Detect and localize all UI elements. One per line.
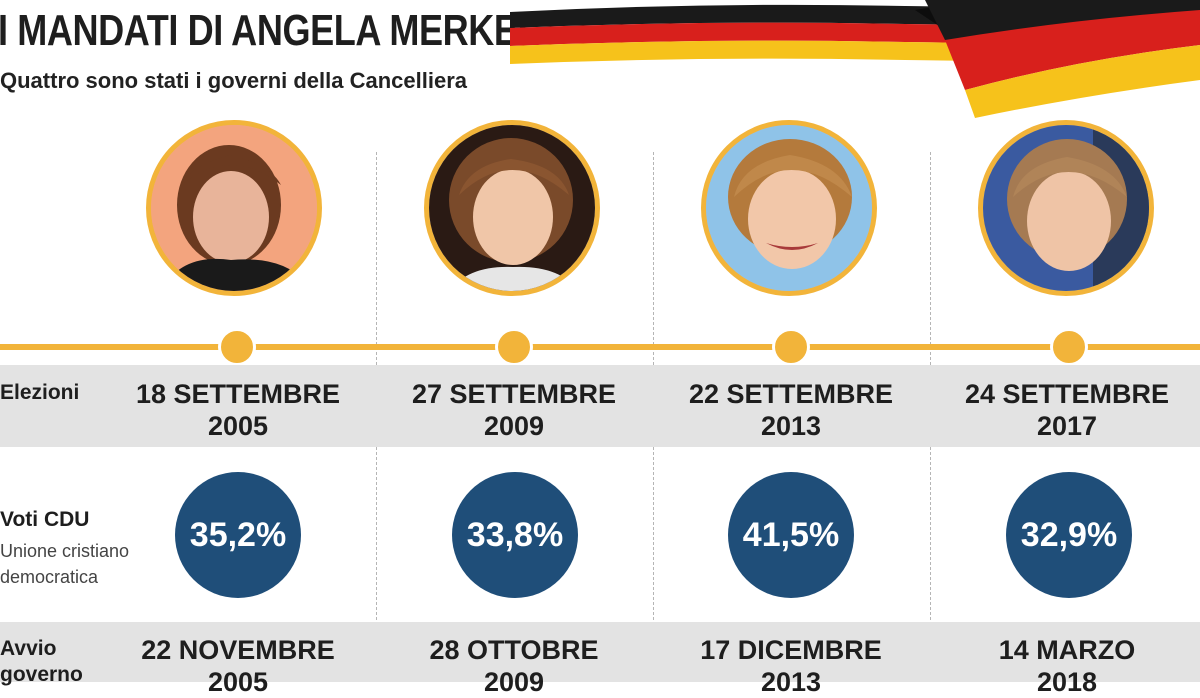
timeline-marker	[772, 328, 810, 366]
timeline-marker	[495, 328, 533, 366]
cdu-vote-badge: 32,9%	[1006, 472, 1132, 598]
cdu-vote-badge: 41,5%	[728, 472, 854, 598]
row-label-cdu-votes: Voti CDU	[0, 508, 90, 531]
government-start-row-band	[0, 622, 1200, 682]
government-start-date: 17 DICEMBRE 2013	[700, 635, 882, 697]
government-start-date: 28 OTTOBRE 2009	[429, 635, 599, 697]
row-sublabel-cdu: Unione cristiano democratica	[0, 541, 130, 587]
timeline-line	[0, 344, 1200, 350]
row-label-government-start: Avvio governo	[0, 637, 83, 686]
portrait-photo-2017	[978, 120, 1154, 296]
cdu-vote-badge: 33,8%	[452, 472, 578, 598]
timeline-marker	[1050, 328, 1088, 366]
german-flag-ribbon	[510, 0, 1200, 118]
election-date: 24 SETTEMBRE 2017	[964, 379, 1170, 441]
election-date: 27 SETTEMBRE 2009	[411, 379, 617, 441]
cdu-vote-badge: 35,2%	[175, 472, 301, 598]
portrait-photo-2005	[146, 120, 322, 296]
election-date: 22 SETTEMBRE 2013	[688, 379, 894, 441]
government-start-date: 14 MARZO 2018	[998, 635, 1136, 697]
page-title: I MANDATI DI ANGELA MERKEL	[0, 6, 540, 55]
election-date: 18 SETTEMBRE 2005	[135, 379, 341, 441]
portrait-photo-2013	[701, 120, 877, 296]
timeline-marker	[218, 328, 256, 366]
government-start-date: 22 NOVEMBRE 2005	[141, 635, 335, 697]
row-label-elections: Elezioni	[0, 381, 80, 404]
portrait-photo-2009	[424, 120, 600, 296]
page-subtitle: Quattro sono stati i governi della Cance…	[0, 68, 468, 93]
elections-row-band	[0, 365, 1200, 447]
